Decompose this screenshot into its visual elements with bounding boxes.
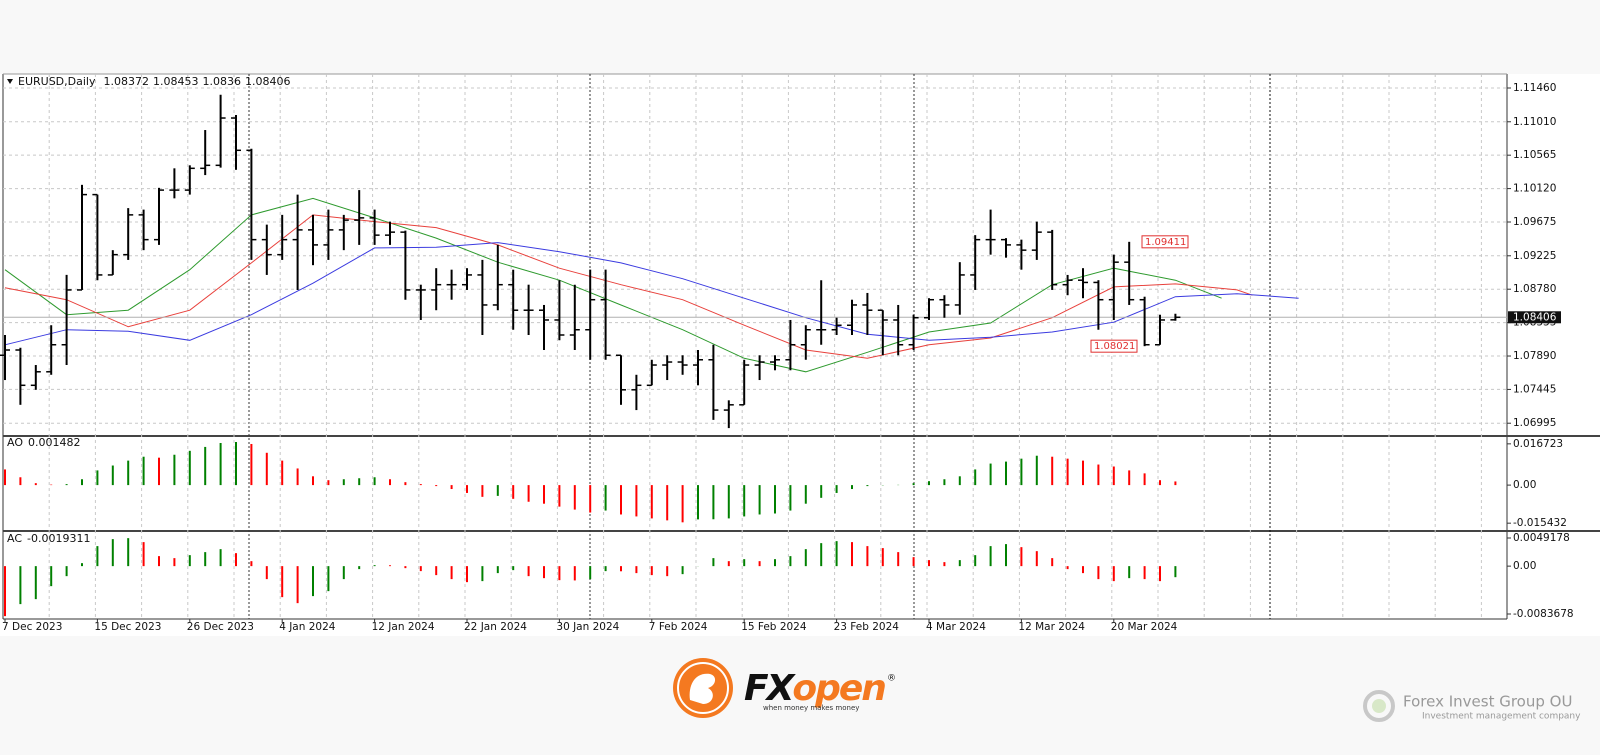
y-tick-label: 1.10565 [1513,149,1556,161]
vertical-grid [48,74,1482,619]
company-name: Forex Invest Group OU [1403,693,1572,711]
last-open: 1.08372 [103,75,149,88]
annotation-box [1141,235,1189,249]
fxopen-logo-lion [689,673,716,704]
brand-tagline: when money makes money [763,704,859,712]
brand-open: open [792,668,885,709]
x-tick-label: 7 Dec 2023 [2,621,62,633]
x-tick-label: 26 Dec 2023 [187,621,254,633]
brand-fx: FX [744,668,797,709]
ao-last: 0.001482 [28,436,81,449]
y-tick-label: 0.00 [1513,560,1536,572]
x-tick-label: 12 Mar 2024 [1018,621,1085,633]
annotation-label: 1.09411 [1145,237,1186,248]
last-close: 1.08406 [245,75,291,88]
annotation-box [1090,339,1138,353]
x-tick-label: 23 Feb 2024 [834,621,900,633]
company-logo [1363,690,1395,722]
y-tick-label: 1.09225 [1513,250,1556,262]
brand-mark: ® [887,674,896,684]
moving-average [4,242,1299,346]
y-tick-label: 1.09675 [1513,216,1556,228]
company-tagline: Investment management company [1422,712,1581,722]
menu-arrow [7,79,13,84]
x-tick-label: 20 Mar 2024 [1111,621,1178,633]
x-tick-label: 4 Jan 2024 [279,621,336,633]
y-tick-label: 1.10120 [1513,183,1556,195]
y-tick-label: 1.11460 [1513,82,1556,94]
y-tick-label: -0.0083678 [1513,608,1574,620]
x-tick-label: 30 Jan 2024 [556,621,619,633]
moving-average [4,197,1222,373]
symbol: EURUSD,Daily [18,75,96,88]
x-tick-label: 12 Jan 2024 [372,621,435,633]
company-logo-core [1372,699,1386,713]
y-tick-label: 0.0049178 [1513,532,1570,544]
last-high: 1.08453 [153,75,199,88]
x-tick-label: 15 Feb 2024 [741,621,807,633]
price-box [1508,311,1561,324]
ac-title: AC [7,532,22,545]
y-tick-label: 1.07890 [1513,350,1556,362]
ac-last: -0.0019311 [27,532,90,545]
price-box-label: 1.08406 [1513,311,1557,323]
fxopen-logo-ring [677,662,729,714]
moving-average [4,214,1253,359]
y-tick-label: 0.00 [1513,479,1536,491]
marks: 1.11460 1.11010 1.10565 1.10120 1.09675 1.092… [0,82,1574,633]
ao-header: AO 0.001482 [7,436,81,449]
annotation-label: 1.08021 [1094,341,1135,352]
y-tick-label: 1.11010 [1513,116,1556,128]
x-tick-label: 4 Mar 2024 [926,621,986,633]
brand: FXopen [744,668,885,709]
chart-header: EURUSD,Daily 1.08372 1.08453 1.0836 1.08406 [18,75,290,88]
ac-header: AC -0.0019311 [7,532,90,545]
x-tick-label: 7 Feb 2024 [649,621,708,633]
y-tick-label: 0.016723 [1513,438,1563,450]
x-tick-label: 15 Dec 2023 [94,621,161,633]
y-tick-label: 1.08780 [1513,283,1556,295]
ao-title: AO [7,436,23,449]
y-tick-label: 1.07445 [1513,383,1556,395]
chart-area [0,74,1600,636]
y-tick-label: -0.015432 [1513,517,1567,529]
x-tick-label: 22 Jan 2024 [464,621,527,633]
y-tick-label: 1.06995 [1513,417,1556,429]
last-low: 1.0836 [202,75,241,88]
